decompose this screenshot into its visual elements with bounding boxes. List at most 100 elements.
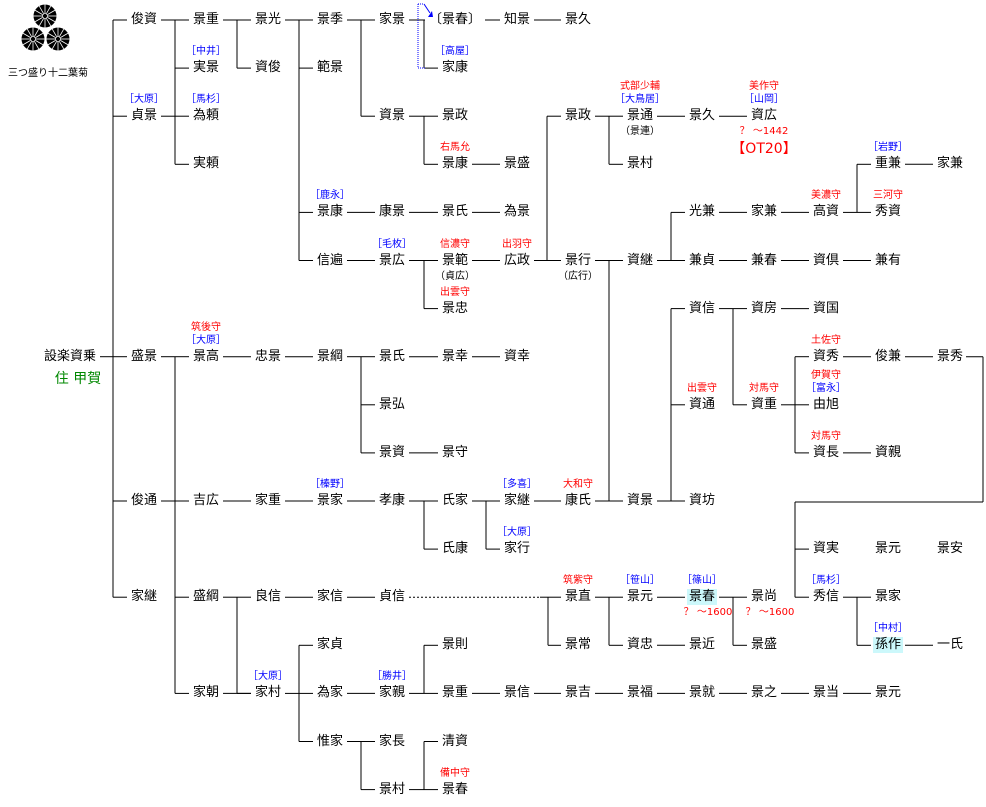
person-name: 孝康 — [378, 493, 406, 508]
person-name: 景元 — [626, 589, 654, 605]
person-name: 景安 — [936, 541, 964, 557]
person-name: 兼春 — [750, 252, 778, 268]
clan-name: ［多喜］ — [497, 479, 537, 490]
alternate-name: （景連） — [620, 126, 660, 138]
person-name: 景村 — [626, 156, 654, 172]
person-name: 景幸 — [441, 348, 469, 364]
person-name: 景元 — [874, 685, 902, 701]
person-name: 景秀 — [936, 348, 964, 364]
office-title: 出羽守 — [502, 238, 532, 250]
person-name: 家貞 — [316, 637, 344, 653]
person-name: 為景 — [503, 204, 531, 220]
person-name: 良信 — [254, 589, 282, 605]
person-name: 貞信 — [378, 589, 406, 605]
office-title: 美濃守 — [811, 190, 841, 202]
person-name: 由旭 — [812, 396, 840, 412]
person-name: 家信 — [316, 589, 344, 605]
connector-line — [423, 3, 431, 14]
person-name: 為頼 — [192, 108, 220, 124]
person-name: 景春 — [441, 781, 469, 797]
person-name: 家朝 — [192, 685, 220, 701]
alternate-name: （広行） — [558, 270, 598, 282]
person-name: 資倶 — [812, 252, 840, 268]
person-name: 一氏 — [936, 637, 964, 653]
person-name: 景久 — [564, 12, 592, 27]
person-name: 景康 — [441, 156, 469, 172]
person-name: 景季 — [316, 12, 344, 27]
clan-name: ［中井］ — [186, 46, 226, 58]
person-name: 景福 — [626, 685, 654, 701]
person-name: 景春 — [686, 589, 718, 606]
person-name: 景村 — [378, 781, 406, 797]
person-name: 秀信 — [812, 589, 840, 605]
person-name: 景光 — [254, 12, 282, 27]
person-name: 景直 — [564, 589, 592, 605]
person-name: 資忠 — [626, 637, 654, 653]
arrow-head-icon — [428, 11, 433, 17]
person-name: 設楽資乗 — [43, 348, 97, 364]
person-name: 景盛 — [503, 156, 531, 172]
person-name: 景弘 — [378, 396, 406, 412]
office-title: 筑後守 — [191, 321, 221, 333]
clan-name: ［馬杉］ — [806, 575, 846, 587]
person-name: 資長 — [812, 444, 840, 460]
person-name: 景氏 — [441, 204, 469, 220]
office-title: 伊賀守 — [811, 369, 841, 381]
person-name: 資景 — [626, 493, 654, 508]
office-title: 筑紫守 — [563, 575, 593, 587]
person-name: 資通 — [688, 396, 716, 412]
person-name: 資房 — [750, 300, 778, 316]
person-name: 信遍 — [316, 252, 344, 268]
person-name: 景資 — [378, 444, 406, 460]
person-name: 家親 — [378, 685, 406, 701]
clan-name: ［山岡］ — [744, 94, 784, 106]
crest-caption: 三つ盛り十二葉菊 — [8, 68, 88, 79]
person-name: 忠景 — [254, 348, 282, 364]
office-title: 対馬守 — [811, 430, 841, 442]
person-name: 景重 — [441, 685, 469, 701]
person-name: 家長 — [378, 733, 406, 749]
office-title: 右馬允 — [440, 142, 470, 154]
person-name: 景政 — [564, 108, 592, 124]
person-name: 実頼 — [192, 156, 220, 172]
clan-name: ［榛野］ — [310, 479, 350, 490]
person-name: 氏康 — [441, 541, 469, 557]
person-name: 景守 — [441, 444, 469, 460]
person-name: 盛景 — [130, 348, 158, 364]
office-title: 対馬守 — [749, 382, 779, 394]
person-name: 景近 — [688, 637, 716, 653]
person-name: 景信 — [503, 685, 531, 701]
clan-name: ［馬杉］ — [186, 94, 226, 106]
person-name: 資継 — [626, 252, 654, 268]
clan-name: ［大原］ — [186, 334, 226, 346]
person-name: 康景 — [378, 204, 406, 220]
person-name: 景常 — [564, 637, 592, 653]
office-title: 信濃守 — [440, 238, 470, 250]
person-name: 資坊 — [688, 493, 716, 508]
person-name: 資幸 — [503, 348, 531, 364]
person-name: 景当 — [812, 685, 840, 701]
person-name: 景政 — [441, 108, 469, 124]
office-title: 土佐守 — [811, 334, 841, 346]
person-name: 資国 — [812, 300, 840, 316]
office-title: 出雲守 — [440, 286, 470, 298]
alternate-name: （貞広） — [435, 270, 475, 282]
person-name: 清資 — [441, 733, 469, 749]
person-name: 光兼 — [688, 204, 716, 220]
person-name: 氏家 — [441, 493, 469, 508]
clan-name: ［大原］ — [124, 94, 164, 106]
person-name: 家兼 — [936, 156, 964, 172]
person-name: 家継 — [130, 589, 158, 605]
person-name: 知景 — [503, 12, 531, 27]
person-name: 為家 — [316, 685, 344, 701]
clan-name: ［篠山］ — [682, 575, 722, 587]
person-name: 資広 — [750, 108, 778, 124]
residence-note: 住 甲賀 — [54, 370, 102, 387]
person-name: 景範 — [441, 252, 469, 268]
person-name: 景広 — [378, 252, 406, 268]
person-name: 景忠 — [441, 300, 469, 316]
person-name: 俊兼 — [874, 348, 902, 364]
person-name: 家行 — [503, 541, 531, 557]
